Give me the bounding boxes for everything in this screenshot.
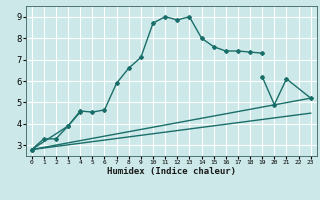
- X-axis label: Humidex (Indice chaleur): Humidex (Indice chaleur): [107, 167, 236, 176]
